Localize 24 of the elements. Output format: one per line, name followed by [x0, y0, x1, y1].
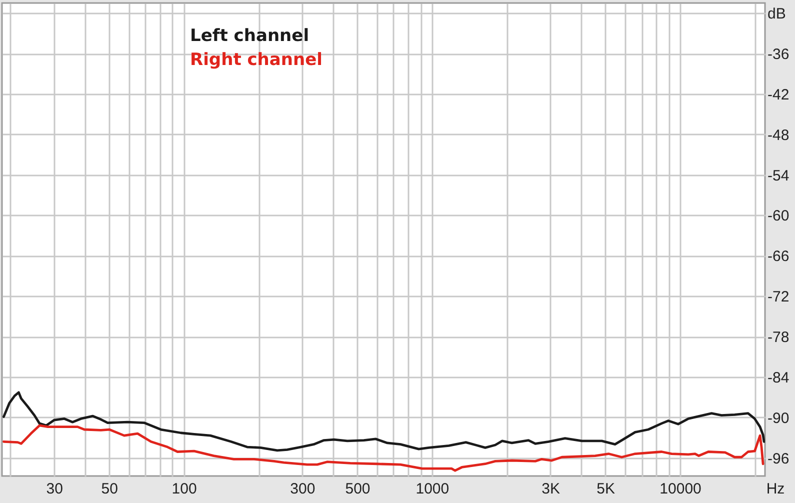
text: Right channel — [190, 50, 322, 70]
x-tick-label: 30 — [46, 480, 63, 498]
x-axis-title: Hz — [766, 480, 785, 498]
x-tick-label: 3K — [542, 480, 560, 498]
y-tick-label: -90 — [768, 410, 790, 427]
y-tick-label: -36 — [768, 46, 790, 64]
y-tick-label: -60 — [768, 208, 790, 225]
y-tick-label: -78 — [768, 329, 790, 346]
x-tick-label: 500 — [345, 480, 370, 498]
y-tick-label: -84 — [768, 369, 790, 386]
y-tick-label: dB — [768, 6, 786, 23]
x-tick-label: 1000 — [416, 480, 450, 498]
x-tick-label: 5K — [596, 480, 616, 498]
x-tick-label: 100 — [172, 480, 197, 498]
y-tick-label: -66 — [768, 248, 790, 266]
x-tick-label: 50 — [101, 480, 118, 498]
x-tick-label: 300 — [290, 480, 316, 498]
y-tick-label: -96 — [768, 450, 790, 468]
x-tick-label: 10000 — [660, 480, 702, 498]
text: Left channel — [190, 26, 310, 46]
y-tick-label: -42 — [768, 86, 790, 104]
y-tick-label: -72 — [768, 288, 790, 306]
y-tick-label: -48 — [768, 126, 790, 144]
y-tick-label: -54 — [768, 167, 790, 184]
